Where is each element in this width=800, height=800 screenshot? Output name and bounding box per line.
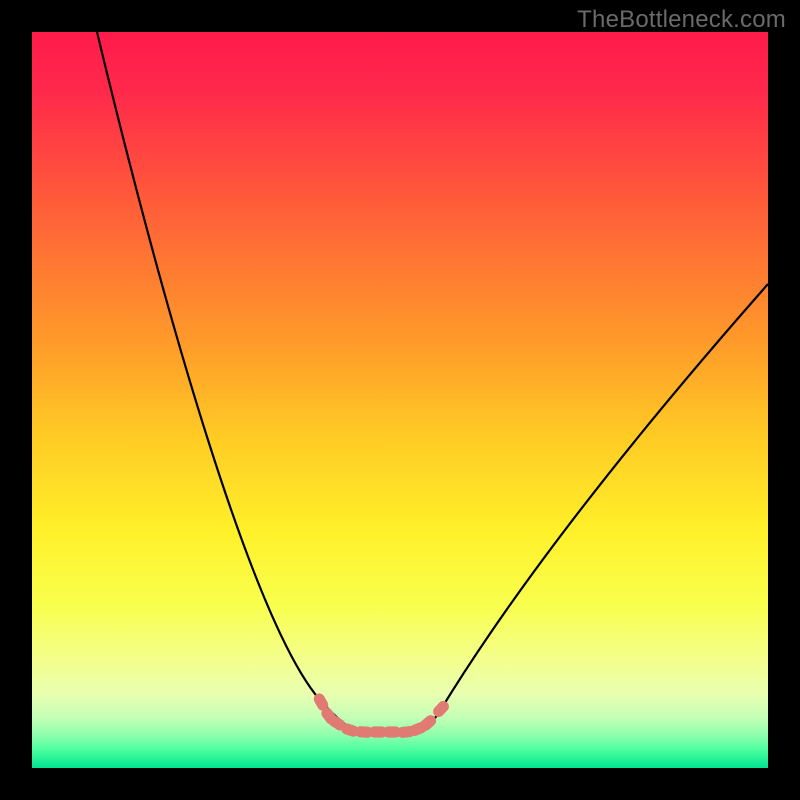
chart-frame: TheBottleneck.com <box>0 0 800 800</box>
watermark-text: TheBottleneck.com <box>577 6 786 34</box>
plot-area <box>32 32 768 768</box>
bottleneck-curve-chart <box>32 32 768 768</box>
gradient-background <box>32 32 768 768</box>
